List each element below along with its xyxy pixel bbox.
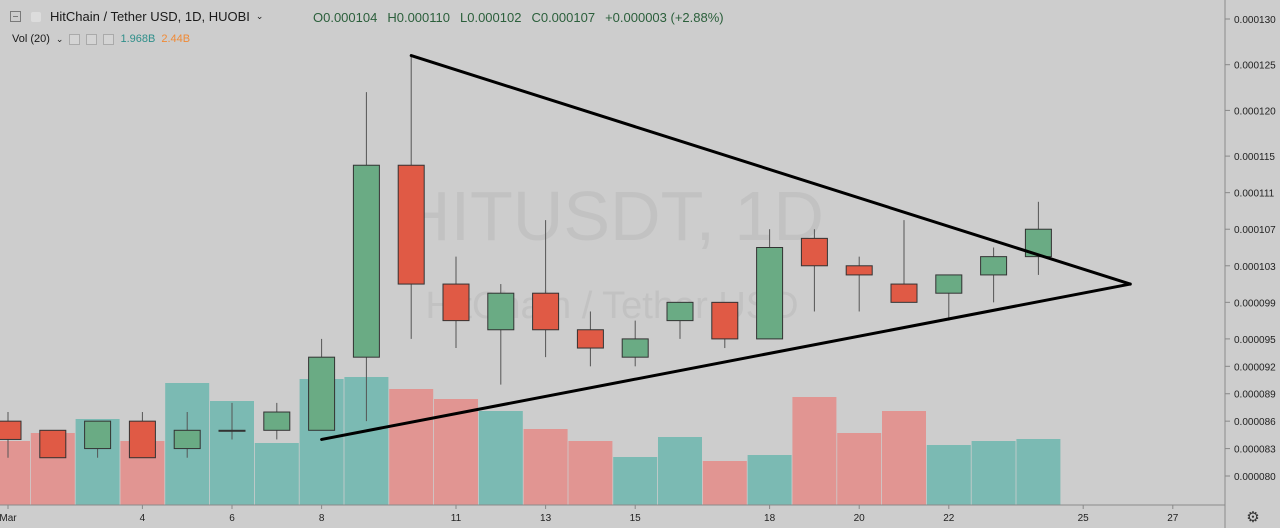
volume-value-1: 1.968B bbox=[120, 33, 156, 45]
gear-icon[interactable]: ⚙ bbox=[1246, 509, 1260, 526]
time-tick-label: 25 bbox=[1078, 513, 1090, 524]
volume-bar bbox=[389, 389, 434, 505]
candle-body bbox=[84, 420, 112, 450]
price-tick-label: 0.000103 bbox=[1234, 262, 1276, 273]
watermark-ticker: HITUSDT, 1D bbox=[400, 177, 824, 255]
price-tick-label: 0.000120 bbox=[1234, 106, 1276, 117]
volume-bar bbox=[747, 455, 792, 505]
time-tick-label: 27 bbox=[1167, 513, 1179, 524]
volume-bar bbox=[882, 411, 926, 505]
chevron-down-icon[interactable]: ⌄ bbox=[255, 11, 264, 21]
volume-bar bbox=[971, 441, 1016, 505]
price-tick-label: 0.000086 bbox=[1234, 417, 1276, 428]
price-tick-label: 0.000130 bbox=[1234, 15, 1276, 26]
candle-body bbox=[666, 301, 694, 322]
candle-body bbox=[621, 338, 649, 358]
time-tick-label: 18 bbox=[764, 513, 776, 524]
price-tick-label: 0.000083 bbox=[1234, 445, 1276, 456]
symbol-row: HitChain / Tether USD, 1D, HUOBI ⌄ bbox=[10, 9, 263, 24]
symbol-title[interactable]: HitChain / Tether USD, 1D, HUOBI bbox=[50, 9, 250, 24]
volume-bar bbox=[523, 429, 568, 505]
volume-bars bbox=[0, 377, 1061, 505]
time-axis[interactable]: Mar 4 6 8 11 13 15 18 20 22 25 27 bbox=[0, 505, 1179, 524]
volume-bar bbox=[613, 457, 658, 505]
candle-body bbox=[576, 329, 604, 349]
candle-body bbox=[397, 164, 425, 285]
ohlc-values: O0.000104 H0.000110 L0.000102 C0.000107 … bbox=[313, 10, 724, 25]
volume-legend: Vol (20) ⌄ 1.968B 2.44B bbox=[12, 33, 190, 45]
time-tick-label: 4 bbox=[140, 513, 146, 524]
price-tick-label: 0.000095 bbox=[1234, 335, 1276, 346]
volume-bar bbox=[837, 433, 882, 505]
time-tick-label: Mar bbox=[0, 513, 17, 524]
candles bbox=[0, 55, 1052, 459]
volume-value-2: 2.44B bbox=[161, 33, 191, 45]
candle-body bbox=[532, 292, 560, 331]
time-tick-label: 15 bbox=[630, 513, 642, 524]
volume-bar bbox=[926, 445, 971, 505]
candle-body bbox=[39, 429, 67, 459]
candle-body bbox=[0, 420, 22, 440]
trendline bbox=[409, 54, 1132, 286]
symbol-icon bbox=[31, 11, 41, 22]
candle-body bbox=[173, 429, 201, 450]
price-tick-label: 0.000125 bbox=[1234, 61, 1276, 72]
settings-icon[interactable] bbox=[86, 33, 98, 45]
volume-bar bbox=[478, 411, 523, 505]
price-tick-label: 0.000092 bbox=[1234, 362, 1276, 373]
price-tick-label: 0.000099 bbox=[1234, 298, 1276, 309]
candle-body bbox=[128, 420, 156, 459]
watermark-name: HitChain / Tether USD bbox=[425, 285, 798, 327]
volume-bar bbox=[702, 461, 747, 505]
candle-body bbox=[800, 237, 828, 267]
volume-bar bbox=[0, 441, 30, 505]
price-tick-label: 0.000089 bbox=[1234, 390, 1276, 401]
chevron-down-icon[interactable]: ⌄ bbox=[55, 33, 64, 44]
candle-body bbox=[711, 301, 739, 340]
collapse-icon[interactable] bbox=[10, 11, 21, 22]
candle-body bbox=[935, 274, 963, 294]
close-value: C0.000107 bbox=[531, 10, 596, 25]
volume-bar bbox=[568, 441, 613, 505]
candle-body bbox=[263, 411, 291, 431]
change-value: +0.000003 (+2.88%) bbox=[605, 10, 724, 25]
time-tick-label: 11 bbox=[451, 513, 462, 524]
trendlines[interactable] bbox=[320, 54, 1132, 441]
volume-bar bbox=[792, 397, 837, 505]
high-value: H0.000110 bbox=[387, 10, 450, 25]
trendline bbox=[320, 282, 1132, 441]
chart-header: HitChain / Tether USD, 1D, HUOBI ⌄ O0.00… bbox=[0, 0, 1225, 45]
time-tick-label: 22 bbox=[943, 513, 955, 524]
candle-body bbox=[890, 283, 918, 303]
price-tick-label: 0.000111 bbox=[1234, 189, 1275, 200]
candle-body bbox=[352, 164, 380, 358]
candle-body bbox=[218, 429, 246, 432]
price-tick-label: 0.000115 bbox=[1234, 152, 1275, 163]
volume-bar bbox=[1016, 439, 1061, 505]
price-tick-label: 0.000107 bbox=[1234, 225, 1276, 236]
time-tick-label: 13 bbox=[540, 513, 552, 524]
time-tick-label: 20 bbox=[854, 513, 866, 524]
volume-bar bbox=[254, 443, 299, 505]
volume-label[interactable]: Vol (20) bbox=[12, 33, 50, 45]
candle-body bbox=[756, 247, 784, 340]
time-tick-label: 6 bbox=[229, 513, 235, 524]
candle-body bbox=[442, 283, 470, 322]
candle-body bbox=[308, 356, 336, 431]
open-value: O0.000104 bbox=[313, 10, 378, 25]
volume-bar bbox=[658, 437, 702, 505]
low-value: L0.000102 bbox=[460, 10, 522, 25]
price-tick-label: 0.000080 bbox=[1234, 472, 1276, 483]
candle-body bbox=[487, 292, 515, 331]
close-icon[interactable] bbox=[103, 33, 115, 45]
candle-body bbox=[845, 265, 873, 276]
candle-body bbox=[980, 256, 1008, 276]
visibility-icon[interactable] bbox=[69, 33, 81, 45]
price-axis[interactable]: 0.000080 0.000083 0.000086 0.000089 0.000092… bbox=[1225, 15, 1276, 483]
time-tick-label: 8 bbox=[319, 513, 325, 524]
